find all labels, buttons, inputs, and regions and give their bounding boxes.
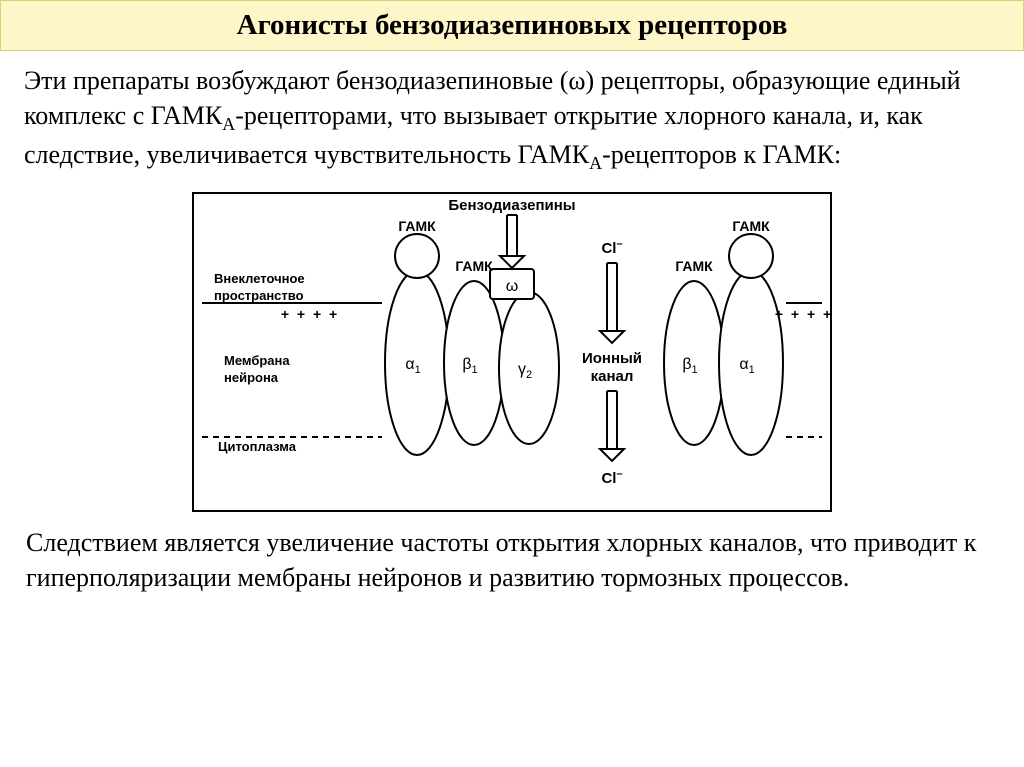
svg-text:ГАМК: ГАМК bbox=[398, 218, 436, 234]
slide-title: Агонисты бензодиазепиновых рецепторов bbox=[1, 9, 1023, 42]
svg-text:Cl–: Cl– bbox=[601, 468, 622, 487]
receptor-diagram: α1β1γ2β1α1ωГАМКГАМКГАМКГАМКБензодиазепин… bbox=[192, 183, 832, 513]
svg-text:нейрона: нейрона bbox=[224, 370, 279, 385]
svg-text:+ + + +: + + + + bbox=[775, 306, 832, 322]
svg-text:Внеклеточное: Внеклеточное bbox=[214, 271, 305, 286]
svg-text:ГАМК: ГАМК bbox=[732, 218, 770, 234]
svg-text:ω: ω bbox=[506, 278, 519, 295]
slide-header: Агонисты бензодиазепиновых рецепторов bbox=[0, 0, 1024, 51]
intro-sub-2: А bbox=[589, 153, 602, 173]
diagram-container: α1β1γ2β1α1ωГАМКГАМКГАМКГАМКБензодиазепин… bbox=[0, 179, 1024, 517]
intro-paragraph: Эти препараты возбуждают бензодиазепинов… bbox=[0, 51, 1024, 179]
svg-text:+ + + +: + + + + bbox=[281, 306, 339, 322]
conclusion-text: Следствием является увеличение частоты о… bbox=[26, 528, 976, 592]
svg-text:канал: канал bbox=[591, 368, 634, 385]
conclusion-paragraph: Следствием является увеличение частоты о… bbox=[0, 517, 1024, 595]
svg-text:пространство: пространство bbox=[214, 288, 304, 303]
svg-text:Мембрана: Мембрана bbox=[224, 353, 290, 368]
intro-text-3: -рецепторов к ГАМК: bbox=[602, 140, 841, 169]
intro-sub-1: А bbox=[222, 114, 235, 134]
svg-text:Ионный: Ионный bbox=[582, 350, 642, 367]
svg-text:Cl–: Cl– bbox=[601, 238, 622, 257]
svg-text:ГАМК: ГАМК bbox=[455, 258, 493, 274]
svg-text:Бензодиазепины: Бензодиазепины bbox=[448, 197, 575, 214]
svg-text:Цитоплазма: Цитоплазма bbox=[218, 439, 297, 454]
svg-text:ГАМК: ГАМК bbox=[675, 258, 713, 274]
